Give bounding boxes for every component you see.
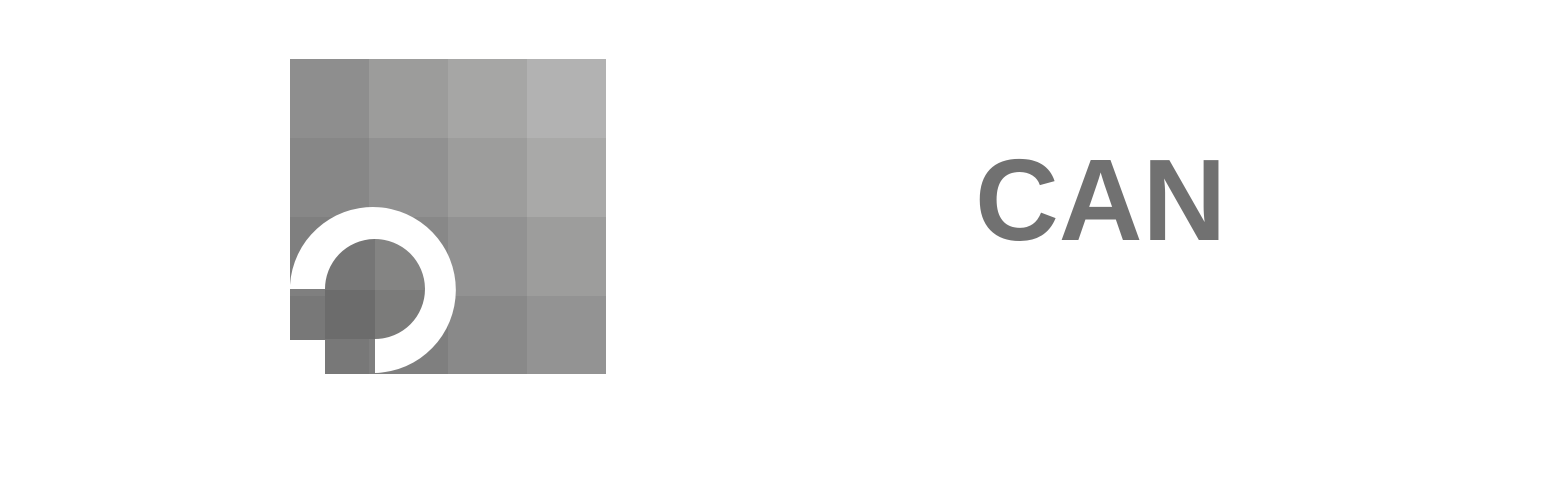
logo-tile [448, 138, 527, 217]
logo-tile [527, 217, 606, 296]
logo-tile [448, 59, 527, 138]
logo-tile [369, 59, 448, 138]
logo-tile [527, 59, 606, 138]
brand-wordmark: CAN [975, 135, 1227, 265]
logo-inner-tile [325, 290, 375, 339]
logo-tile [527, 138, 606, 217]
logo-tile [448, 296, 527, 374]
logo-tile [290, 138, 369, 217]
logo-tile [290, 59, 369, 138]
pixel-grid-ring-icon [290, 59, 606, 374]
logo-tile [369, 138, 448, 217]
logo-ring-notch [290, 340, 325, 374]
logo-tile [448, 217, 527, 296]
logo-ring [290, 207, 456, 373]
logo-tile [527, 296, 606, 374]
